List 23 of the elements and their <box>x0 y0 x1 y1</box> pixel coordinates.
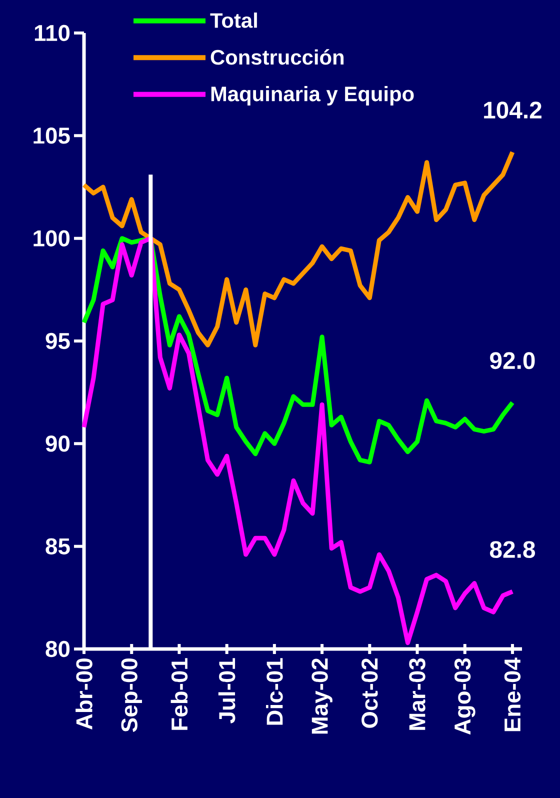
y-tick-label: 90 <box>46 436 70 452</box>
x-tick-label: Feb-01 <box>170 658 188 730</box>
y-tick-label: 95 <box>46 332 70 350</box>
y-tick-label: 105 <box>34 128 70 144</box>
annotation: 82.8 <box>490 541 536 558</box>
x-tick-label: Ene-04 <box>504 658 521 732</box>
y-tick-label: 110 <box>34 24 70 42</box>
x-tick-label: Ago-03 <box>454 658 476 735</box>
legend-label: Maquinaria y Equipo <box>211 86 414 106</box>
y-tick-label: 100 <box>34 230 70 246</box>
y-tick-label: 85 <box>46 538 70 554</box>
x-tick-label: Mar-03 <box>409 658 426 730</box>
x-tick-label: Sep-00 <box>121 658 142 732</box>
legend-label: Construcción <box>210 49 344 65</box>
x-tick-label: Dic-01 <box>266 658 283 725</box>
x-tick-label: Oct-02 <box>362 658 378 728</box>
x-tick-label: Abr-00 <box>76 658 92 730</box>
legend-label: Total <box>210 12 257 28</box>
x-tick-label: Jul-01 <box>218 658 236 724</box>
annotation: 104.2 <box>484 102 542 119</box>
y-tick-label: 80 <box>46 640 70 658</box>
x-tick-label: May-02 <box>312 658 332 734</box>
annotation: 92.0 <box>490 352 535 370</box>
